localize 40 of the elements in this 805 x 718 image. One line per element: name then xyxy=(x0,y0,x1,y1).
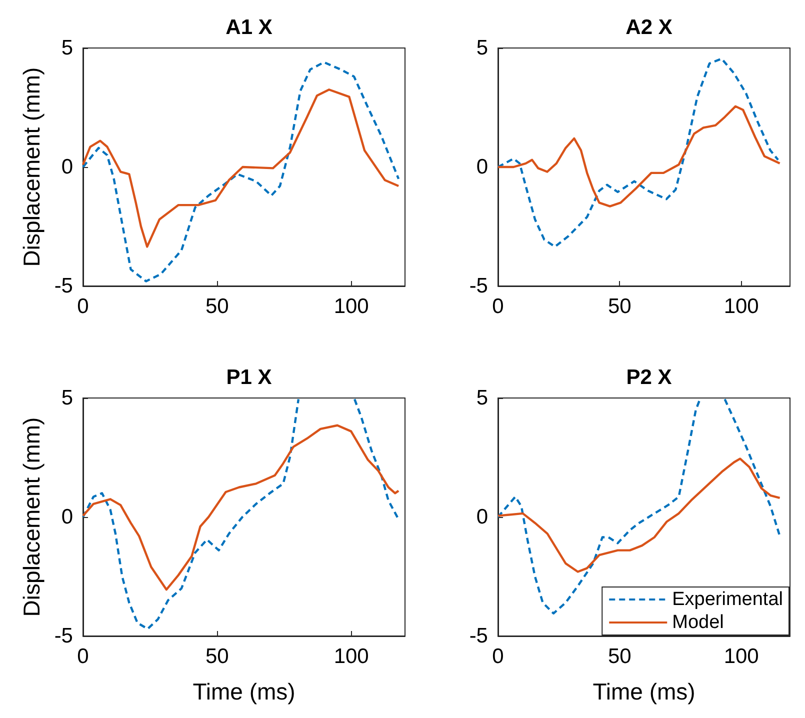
y-tick-label: 0 xyxy=(61,506,73,528)
chart-title: P2 X xyxy=(626,366,672,389)
y-tick-label: 5 xyxy=(476,36,488,60)
line-series xyxy=(82,88,400,248)
y-tick-label: -5 xyxy=(469,624,488,648)
y-tick-label: -5 xyxy=(54,274,73,298)
chart-title: A2 X xyxy=(626,16,672,39)
line-series xyxy=(496,458,781,573)
y-tick-label: -5 xyxy=(54,624,73,648)
x-tick-label: 50 xyxy=(608,645,632,668)
x-axis-title: Time (ms) xyxy=(192,678,296,704)
y-tick-label: 0 xyxy=(61,156,73,178)
legend-label: Experimental xyxy=(672,589,784,610)
y-axis-title: Displacement (mm) xyxy=(18,67,44,267)
line-series xyxy=(82,61,400,282)
chart-title: A1 X xyxy=(226,16,272,39)
x-tick-label: 0 xyxy=(492,645,504,668)
x-tick-label: 100 xyxy=(724,645,759,668)
y-tick-label: 5 xyxy=(476,386,488,410)
line-series xyxy=(496,105,781,208)
x-tick-label: 100 xyxy=(334,645,369,668)
x-tick-label: 0 xyxy=(77,295,89,318)
legend-label: Model xyxy=(672,612,724,633)
y-tick-label: 0 xyxy=(476,506,488,528)
x-axis-title: Time (ms) xyxy=(592,678,696,704)
y-tick-label: 5 xyxy=(61,36,73,60)
x-tick-label: 0 xyxy=(492,295,504,318)
x-tick-label: 100 xyxy=(334,295,369,318)
x-tick-label: 50 xyxy=(205,295,229,318)
x-tick-label: 100 xyxy=(724,295,759,318)
line-series xyxy=(82,424,400,591)
x-tick-label: 50 xyxy=(205,645,229,668)
y-tick-label: 0 xyxy=(476,156,488,178)
y-tick-label: 5 xyxy=(61,386,73,410)
x-tick-label: 0 xyxy=(77,645,89,668)
line-series xyxy=(496,58,780,248)
chart-title: P1 X xyxy=(226,366,272,389)
x-tick-label: 50 xyxy=(608,295,632,318)
y-tick-label: -5 xyxy=(469,274,488,298)
y-axis-title: Displacement (mm) xyxy=(18,417,44,617)
